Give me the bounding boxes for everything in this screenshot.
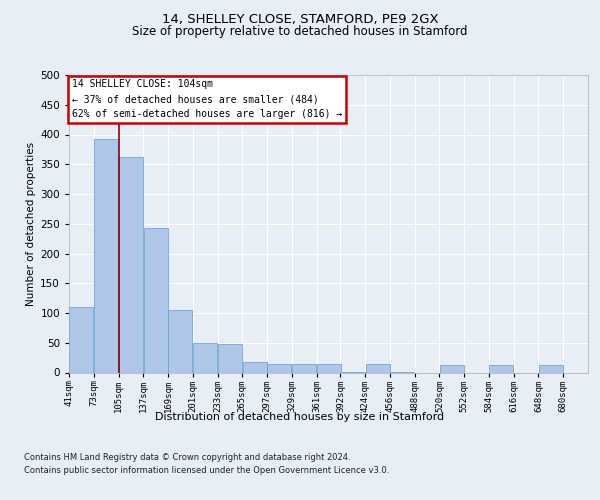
Text: Contains HM Land Registry data © Crown copyright and database right 2024.: Contains HM Land Registry data © Crown c…	[24, 452, 350, 462]
Bar	[242, 362, 266, 372]
Text: Size of property relative to detached houses in Stamford: Size of property relative to detached ho…	[132, 25, 468, 38]
Bar	[365, 364, 389, 372]
Bar	[70, 307, 94, 372]
Bar	[490, 366, 514, 372]
Bar	[143, 228, 167, 372]
Y-axis label: Number of detached properties: Number of detached properties	[26, 142, 36, 306]
Bar	[119, 157, 143, 372]
Text: 14, SHELLEY CLOSE, STAMFORD, PE9 2GX: 14, SHELLEY CLOSE, STAMFORD, PE9 2GX	[161, 12, 439, 26]
Bar	[268, 364, 292, 372]
Bar	[218, 344, 242, 372]
Bar	[440, 365, 464, 372]
Text: 14 SHELLEY CLOSE: 104sqm
← 37% of detached houses are smaller (484)
62% of semi-: 14 SHELLEY CLOSE: 104sqm ← 37% of detach…	[71, 80, 342, 119]
Bar	[169, 310, 193, 372]
Bar	[94, 138, 118, 372]
Bar	[193, 343, 217, 372]
Bar	[292, 364, 316, 372]
Bar	[317, 364, 341, 372]
Bar	[539, 366, 563, 372]
Text: Contains public sector information licensed under the Open Government Licence v3: Contains public sector information licen…	[24, 466, 389, 475]
Text: Distribution of detached houses by size in Stamford: Distribution of detached houses by size …	[155, 412, 445, 422]
